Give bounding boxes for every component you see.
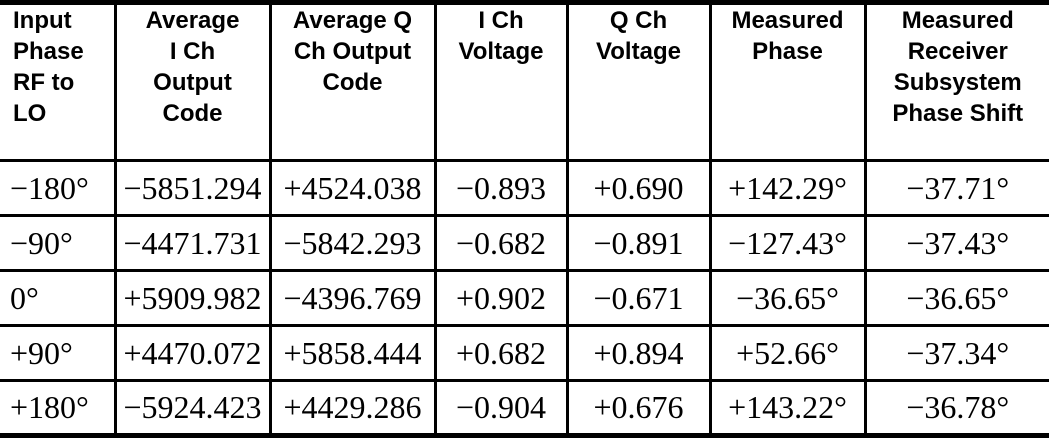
- table-row: +180° −5924.423 +4429.286 −0.904 +0.676 …: [0, 379, 1049, 437]
- table-cell: −36.65°: [863, 269, 1049, 327]
- table-cell: +4470.072: [113, 324, 272, 382]
- table-cell: −0.682: [433, 214, 569, 272]
- table-cell: +142.29°: [708, 159, 867, 217]
- table-cell: −37.71°: [863, 159, 1049, 217]
- column-header-measured-phase: Measured Phase: [708, 1, 867, 162]
- column-header-input-phase: Input Phase RF to LO: [0, 1, 117, 162]
- table-cell: +52.66°: [708, 324, 867, 382]
- table-row: −90° −4471.731 −5842.293 −0.682 −0.891 −…: [0, 214, 1049, 272]
- table-cell: −0.671: [565, 269, 712, 327]
- table-cell: +4524.038: [268, 159, 437, 217]
- table-cell: +0.894: [565, 324, 712, 382]
- table-cell: −0.904: [433, 379, 569, 437]
- table-cell: +143.22°: [708, 379, 867, 437]
- table-cell: +0.676: [565, 379, 712, 437]
- table-cell: −36.78°: [863, 379, 1049, 437]
- table-header: Input Phase RF to LO Average I Ch Output…: [0, 1, 1049, 162]
- table-cell: −0.891: [565, 214, 712, 272]
- table-cell: +4429.286: [268, 379, 437, 437]
- table-cell: +0.902: [433, 269, 569, 327]
- table-cell: −90°: [0, 214, 117, 272]
- table-cell: −5842.293: [268, 214, 437, 272]
- table-cell: −4396.769: [268, 269, 437, 327]
- column-header-avg-q-code: Average Q Ch Output Code: [268, 1, 437, 162]
- table-cell: −4471.731: [113, 214, 272, 272]
- table-row: +90° +4470.072 +5858.444 +0.682 +0.894 +…: [0, 324, 1049, 382]
- table-cell: −37.43°: [863, 214, 1049, 272]
- table-body: −180° −5851.294 +4524.038 −0.893 +0.690 …: [0, 159, 1049, 437]
- table-cell: +180°: [0, 379, 117, 437]
- table-cell: +5909.982: [113, 269, 272, 327]
- table-cell: +0.690: [565, 159, 712, 217]
- table-cell: −37.34°: [863, 324, 1049, 382]
- table-cell: +90°: [0, 324, 117, 382]
- table-cell: −180°: [0, 159, 117, 217]
- table-row: 0° +5909.982 −4396.769 +0.902 −0.671 −36…: [0, 269, 1049, 327]
- table-cell: +0.682: [433, 324, 569, 382]
- table-cell: 0°: [0, 269, 117, 327]
- column-header-avg-i-code: Average I Ch Output Code: [113, 1, 272, 162]
- table-row: −180° −5851.294 +4524.038 −0.893 +0.690 …: [0, 159, 1049, 217]
- column-header-q-voltage: Q Ch Voltage: [565, 1, 712, 162]
- header-row: Input Phase RF to LO Average I Ch Output…: [0, 1, 1049, 162]
- table-cell: −0.893: [433, 159, 569, 217]
- column-header-i-voltage: I Ch Voltage: [433, 1, 569, 162]
- table-cell: −36.65°: [708, 269, 867, 327]
- table-cell: +5858.444: [268, 324, 437, 382]
- table-cell: −127.43°: [708, 214, 867, 272]
- column-header-phase-shift: Measured Receiver Subsystem Phase Shift: [863, 1, 1049, 162]
- table-cell: −5851.294: [113, 159, 272, 217]
- table-cell: −5924.423: [113, 379, 272, 437]
